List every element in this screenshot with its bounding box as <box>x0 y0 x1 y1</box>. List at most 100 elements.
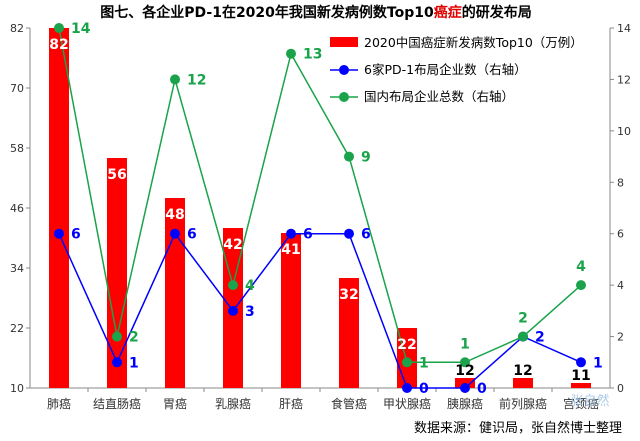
pd1-companies-point <box>576 357 586 368</box>
pd1-companies-point <box>460 383 470 393</box>
right-axis-tick-label: 14 <box>617 22 631 35</box>
pd1-companies-value-label: 2 <box>535 330 545 346</box>
left-axis-tick-label: 22 <box>10 322 24 335</box>
domestic-companies-point <box>576 280 586 291</box>
pd1-companies-value-label: 0 <box>419 381 429 397</box>
pd1-companies-point <box>112 357 122 368</box>
pd1-companies-value-label: 6 <box>361 227 371 243</box>
bar <box>107 158 127 388</box>
domestic-companies-value-label: 14 <box>71 21 91 37</box>
chart-title: 图七、各企业PD-1在2020年我国新发病例数Top10癌症的研发布局 <box>100 4 531 21</box>
domestic-companies-point <box>170 74 180 85</box>
domestic-companies-value-label: 2 <box>129 330 139 346</box>
domestic-companies-point <box>460 357 470 368</box>
legend-label: 2020中国癌症新发病数Top10（万例） <box>364 35 583 50</box>
bar-value-label: 56 <box>107 167 126 183</box>
pd1-companies-point <box>286 228 296 239</box>
x-axis-tick-label: 食管癌 <box>331 396 367 411</box>
bar <box>339 278 359 388</box>
legend: 2020中国癌症新发病数Top10（万例） 6家PD-1布局企业数（右轴） 国内布局… <box>330 35 583 104</box>
bar-value-label: 12 <box>455 363 474 379</box>
x-axis-tick-label: 前列腺癌 <box>499 396 547 411</box>
chart-title-prefix: 图七、各企业PD-1在2020年我国新发病例数Top10 <box>100 4 434 21</box>
x-axis-tick-label: 胃癌 <box>163 396 187 411</box>
bar-value-label: 82 <box>49 37 68 53</box>
pd1-companies-point <box>228 305 238 316</box>
pd1-companies-value-label: 6 <box>187 227 197 243</box>
pd1-companies-value-label: 1 <box>593 355 603 371</box>
right-axis-tick-label: 0 <box>617 382 624 395</box>
x-axis-tick-label: 乳腺癌 <box>215 396 251 411</box>
domestic-companies-value-label: 4 <box>576 259 586 275</box>
left-axis-tick-label: 70 <box>10 82 24 95</box>
chart-title-suffix: 的研发布局 <box>462 4 532 21</box>
domestic-companies-point <box>112 331 122 342</box>
domestic-companies-line <box>58 27 582 364</box>
domestic-companies-value-label: 4 <box>245 278 255 294</box>
domestic-companies-point <box>344 151 354 162</box>
x-axis-tick-label: 肺癌 <box>47 396 71 411</box>
domestic-companies-value-label: 1 <box>419 355 429 371</box>
bar-value-label: 41 <box>281 242 300 258</box>
right-axis-tick-label: 2 <box>617 331 624 344</box>
legend-swatch-bar <box>330 37 358 47</box>
domestic-companies-value-label: 1 <box>460 336 470 352</box>
bar-value-label: 12 <box>513 363 532 379</box>
domestic-companies-point <box>228 280 238 291</box>
pd1-companies-value-label: 6 <box>303 227 313 243</box>
pd1-companies-value-label: 3 <box>245 304 255 320</box>
left-axis-tick-label: 46 <box>10 202 24 215</box>
pd1-companies-point <box>402 383 412 393</box>
x-axis-tick-label: 结直肠癌 <box>93 396 141 411</box>
source-note: 数据来源：健识局，张自然博士整理 <box>414 420 622 436</box>
domestic-companies-point <box>402 357 412 368</box>
left-axis-tick-label: 58 <box>10 142 24 155</box>
bar <box>513 378 533 388</box>
pd1-companies-value-label: 0 <box>477 381 487 397</box>
x-axis-tick-label: 甲状腺癌 <box>383 396 431 411</box>
pd1-companies-value-label: 1 <box>129 355 139 371</box>
bar <box>281 233 301 388</box>
pd1-companies-point <box>170 228 180 239</box>
legend-swatch-marker <box>339 92 349 102</box>
right-axis-tick-label: 6 <box>617 228 624 241</box>
legend-label: 6家PD-1布局企业数（右轴） <box>364 62 527 77</box>
bar-value-label: 11 <box>571 368 590 384</box>
left-axis-tick-label: 34 <box>10 262 24 275</box>
x-axis-tick-label: 胰腺癌 <box>447 396 483 411</box>
bar-value-label: 48 <box>165 207 184 223</box>
domestic-companies-point <box>518 331 528 342</box>
x-axis-tick-label: 宫颈癌 <box>563 396 599 411</box>
domestic-companies-value-label: 13 <box>303 47 322 63</box>
bar <box>571 383 591 388</box>
chart-title-highlight: 癌症 <box>434 4 462 21</box>
left-axis-tick-label: 10 <box>10 382 24 395</box>
domestic-companies-point <box>54 23 64 33</box>
bar-value-label: 32 <box>339 287 358 303</box>
domestic-companies-value-label: 9 <box>361 150 371 166</box>
pd1-companies-value-label: 6 <box>71 227 81 243</box>
left-axis-tick-label: 82 <box>10 22 24 35</box>
bar-value-label: 22 <box>397 337 416 353</box>
bar-value-label: 42 <box>223 237 242 253</box>
right-axis-tick-label: 4 <box>617 279 624 292</box>
right-axis-tick-label: 8 <box>617 176 624 189</box>
legend-swatch-marker <box>339 65 349 75</box>
right-axis-tick-label: 10 <box>617 125 631 138</box>
domestic-companies-value-label: 2 <box>518 311 528 327</box>
bar <box>165 198 185 388</box>
legend-label: 国内布局企业总数（右轴） <box>364 89 514 104</box>
domestic-companies-value-label: 12 <box>187 72 206 88</box>
domestic-companies-point <box>286 48 296 59</box>
x-axis-tick-label: 肝癌 <box>279 396 303 411</box>
pd1-companies-point <box>344 228 354 239</box>
bar <box>49 28 69 388</box>
pd1-companies-line <box>58 232 582 389</box>
pd1-companies-point <box>54 228 64 239</box>
right-axis-tick-label: 12 <box>617 73 631 86</box>
line-series <box>54 23 586 393</box>
